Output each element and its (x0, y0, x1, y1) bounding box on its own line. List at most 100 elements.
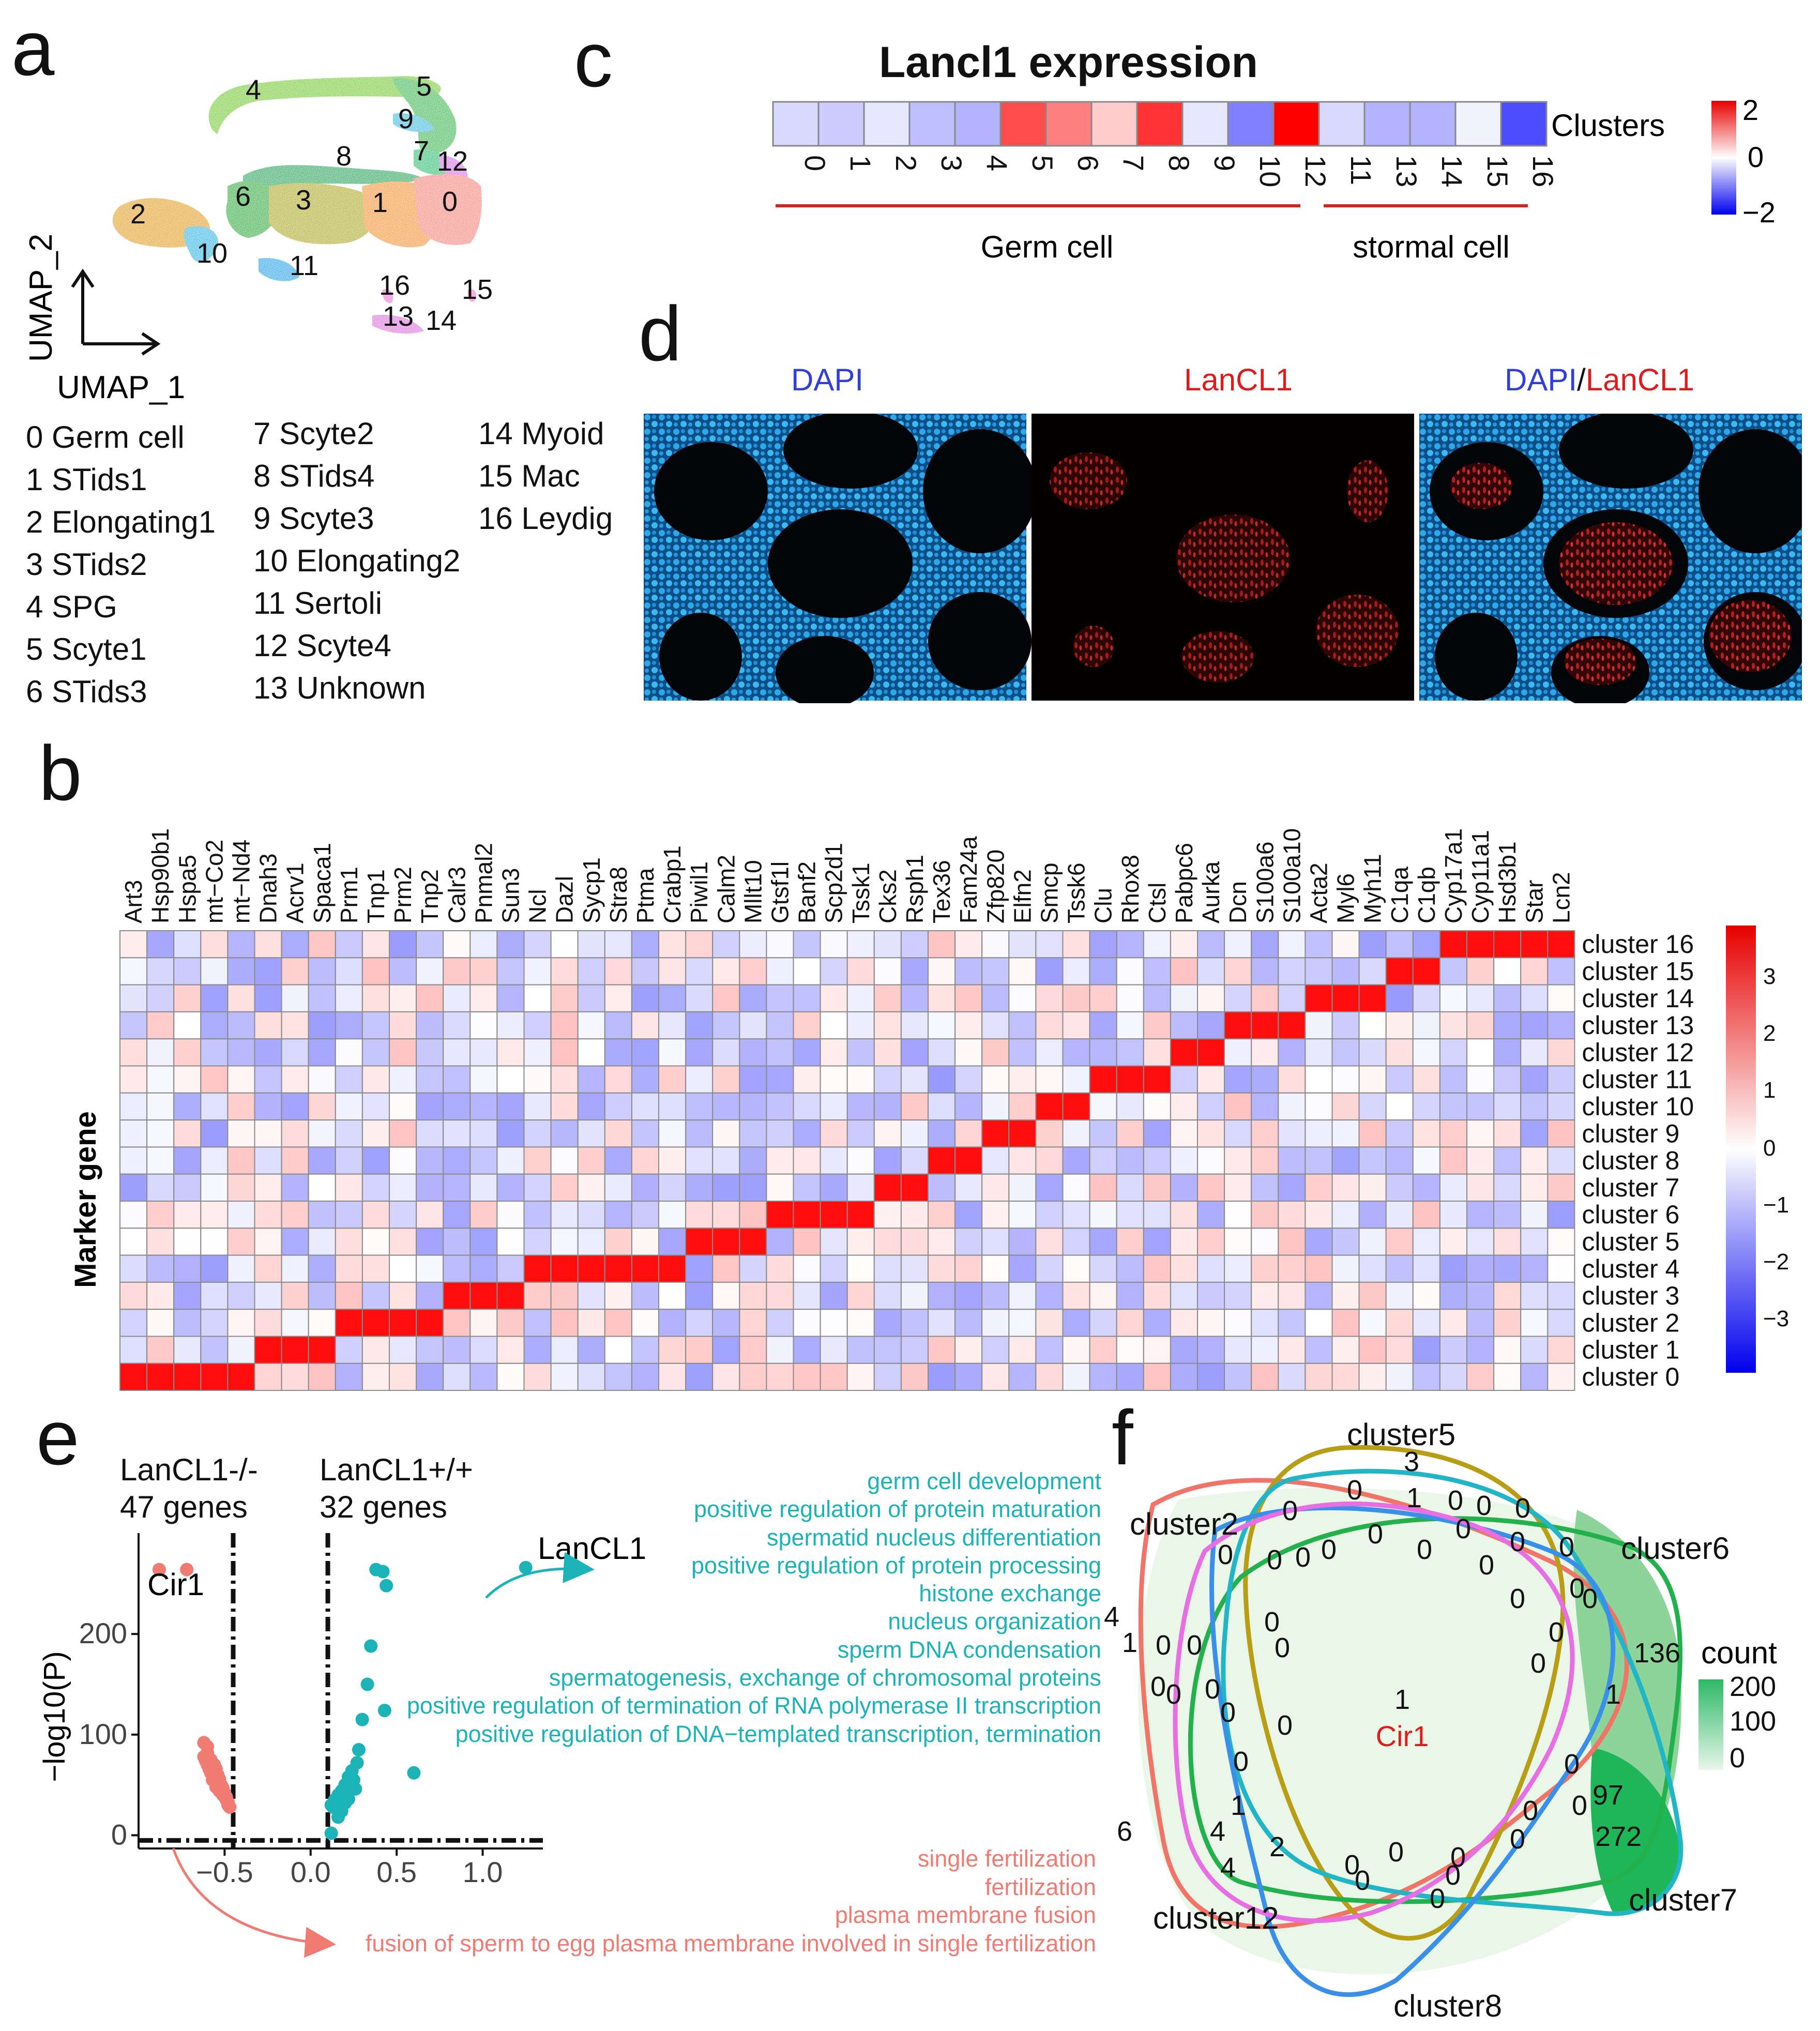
venn-count: 0 (1417, 1534, 1432, 1565)
heatmap-cell (1331, 1201, 1360, 1229)
volcano-point (199, 1754, 213, 1768)
colorbar-tick: 2 (1763, 1021, 1776, 1046)
panel-c-label: c (574, 16, 613, 103)
heatmap-cell (900, 1146, 929, 1175)
heatmap-cell (1278, 1065, 1306, 1094)
heatmap-cell (1466, 1309, 1495, 1337)
venn-count: 0 (1388, 1837, 1404, 1868)
umap-label: 14 (426, 305, 457, 336)
heatmap-cell (981, 1336, 1010, 1364)
heatmap-cell (577, 1254, 605, 1283)
gene-column-label: Tnp1 (362, 869, 389, 923)
heatmap-cell (1547, 1173, 1575, 1202)
heatmap-cell (1224, 1227, 1252, 1256)
umap-label: 12 (437, 146, 468, 177)
venn-count: 272 (1595, 1821, 1642, 1852)
heatmap-cell (389, 1362, 417, 1391)
heatmap-cell (981, 957, 1010, 986)
left-group-count: 47 genes (120, 1490, 248, 1524)
heatmap-cell (954, 957, 983, 986)
heatmap-cell (361, 1336, 390, 1364)
heatmap-cell (1466, 1336, 1495, 1364)
legend-item: 7 Scyte2 (253, 416, 374, 451)
merge-title: DAPI/LanCL1 (1505, 362, 1694, 398)
heatmap-cell (1170, 957, 1198, 986)
heatmap-cell (577, 1038, 605, 1067)
cluster-3-blob (269, 183, 376, 245)
heatmap-cell (1278, 1173, 1306, 1202)
heatmap-cell (577, 1336, 605, 1364)
heatmap-cell (173, 1065, 202, 1094)
heatmap-cell (1062, 1201, 1090, 1229)
heatmap-cell (389, 1065, 417, 1094)
heatmap-cell (954, 1038, 983, 1067)
heatmap-cell (577, 1092, 605, 1121)
heatmap-cell (1008, 1119, 1037, 1148)
heatmap-cell (496, 1038, 525, 1067)
heatmap-cell (631, 984, 660, 1012)
heatmap-cell (900, 1038, 929, 1067)
heatmap-cell (766, 1065, 794, 1094)
cluster-row-label: cluster 12 (1582, 1038, 1694, 1067)
lancl1-tick-label: 9 (1208, 155, 1241, 171)
lancl1-tick-label: 16 (1527, 155, 1559, 187)
heatmap-cell (146, 1146, 175, 1175)
heatmap-cell (1143, 1362, 1171, 1391)
heatmap-cell (739, 1173, 767, 1202)
umap-label: 4 (246, 74, 261, 105)
lancl1-cell (1090, 101, 1138, 147)
heatmap-cell (281, 1146, 309, 1175)
heatmap-cell (416, 1254, 444, 1283)
heatmap-cell (443, 1011, 471, 1040)
heatmap-cell (739, 1119, 767, 1148)
cluster-row-label: cluster 11 (1582, 1065, 1692, 1094)
venn-set-label: cluster6 (1621, 1531, 1730, 1566)
colorbar-tick: −2 (1763, 1249, 1789, 1275)
heatmap-cell (146, 1336, 175, 1364)
heatmap-cell (361, 1254, 390, 1283)
gene-column-label: Aurka (1197, 861, 1224, 923)
heatmap-cell (685, 1201, 714, 1229)
heatmap-cell (1547, 1011, 1575, 1040)
legend-item: 13 Unknown (253, 671, 426, 705)
heatmap-cell (1520, 1309, 1549, 1337)
heatmap-cell (416, 1227, 444, 1256)
cluster-15-blob (467, 289, 477, 302)
cluster-row-label: cluster 0 (1582, 1362, 1679, 1391)
heatmap-cell (335, 1173, 363, 1202)
go-term: nucleus organization (888, 1608, 1101, 1635)
heatmap-cell (1089, 1146, 1117, 1175)
cluster-row-label: cluster 2 (1582, 1308, 1679, 1337)
cluster-row-label: cluster 9 (1582, 1119, 1679, 1148)
heatmap-cell (685, 1173, 714, 1202)
heatmap-cell (1278, 1336, 1306, 1364)
heatmap-cell (389, 1038, 417, 1067)
venn-count: 0 (1156, 1630, 1171, 1661)
right-group-label: LanCL1+/+ (320, 1452, 473, 1487)
lancl1-tick-label: 14 (1436, 155, 1468, 187)
gene-column-label: Dcn (1224, 881, 1251, 923)
heatmap-cell (443, 1173, 471, 1202)
heatmap-cell (254, 1254, 282, 1283)
heatmap-cell (361, 1227, 390, 1256)
heatmap-cell (1358, 1092, 1387, 1121)
cluster5-outline (1243, 1445, 1566, 1941)
lancl1-cell (999, 101, 1047, 147)
heatmap-cell (1089, 1038, 1117, 1067)
heatmap-cell (1493, 1254, 1522, 1283)
volcano-point (364, 1639, 378, 1653)
heatmap-cell (1520, 1281, 1549, 1310)
cir1-point-label: Cir1 (147, 1567, 204, 1602)
venn-count: 0 (1510, 1824, 1525, 1855)
heatmap-cell (1224, 984, 1252, 1012)
heatmap-cell (1008, 1336, 1037, 1364)
heatmap-cell (146, 984, 175, 1012)
volcano-point (201, 1740, 215, 1754)
lancl1-cell (1454, 101, 1502, 147)
heatmap-cell (793, 1119, 821, 1148)
umap-label: 11 (290, 250, 318, 281)
heatmap-cell (1493, 1227, 1522, 1256)
heatmap-cell (523, 984, 552, 1012)
cluster-12-blob (439, 155, 468, 180)
heatmap-cell (1170, 1254, 1198, 1283)
